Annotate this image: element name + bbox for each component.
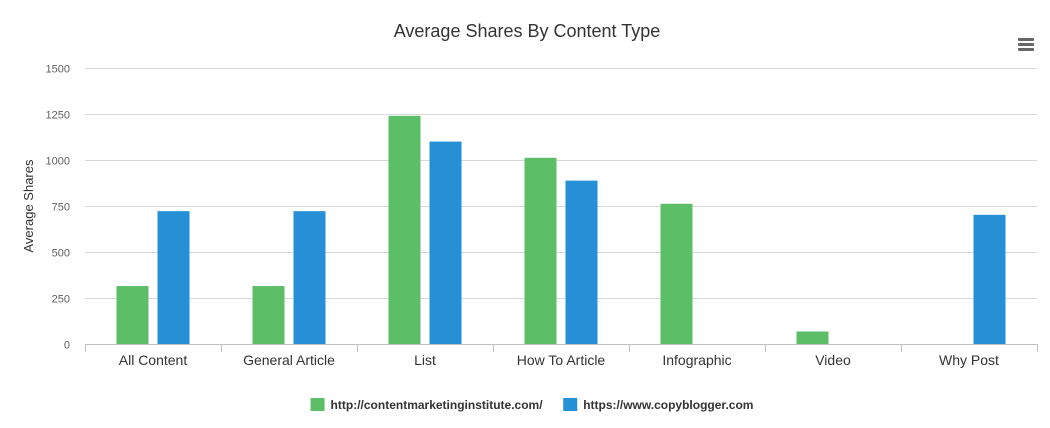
- legend-label: https://www.copyblogger.com: [583, 398, 753, 412]
- y-tick-label: 500: [52, 248, 70, 260]
- bar[interactable]: [973, 214, 1006, 344]
- y-tick-label: 1500: [46, 64, 70, 76]
- x-tick-label: Video: [815, 352, 851, 368]
- chart-title: Average Shares By Content Type: [394, 21, 661, 41]
- bar[interactable]: [660, 203, 693, 344]
- y-tick-label: 250: [52, 294, 70, 306]
- bar[interactable]: [429, 141, 462, 344]
- y-tick-label: 750: [52, 202, 70, 214]
- x-tick-label: List: [414, 352, 436, 368]
- bar[interactable]: [293, 211, 326, 344]
- x-tick-label: General Article: [243, 352, 335, 368]
- legend-item[interactable]: https://www.copyblogger.com: [563, 398, 753, 412]
- x-tick-label: Why Post: [939, 352, 999, 368]
- bar[interactable]: [157, 211, 190, 344]
- bars: [116, 115, 1006, 344]
- x-tick-label: All Content: [119, 352, 188, 368]
- x-axis: All Content General Article List How To Art…: [85, 344, 1038, 368]
- bar[interactable]: [388, 115, 421, 344]
- x-tick-label: How To Article: [517, 352, 606, 368]
- bar[interactable]: [116, 286, 149, 344]
- legend: http://contentmarketinginstitute.com/htt…: [310, 398, 753, 412]
- bar[interactable]: [524, 157, 557, 344]
- legend-item[interactable]: http://contentmarketinginstitute.com/: [310, 398, 544, 412]
- y-axis-ticks: 0 250 500 750 1000 1250 1500: [46, 64, 70, 352]
- x-tick-label: Infographic: [662, 352, 731, 368]
- legend-swatch: [310, 398, 325, 411]
- y-tick-label: 0: [64, 340, 70, 352]
- bar[interactable]: [252, 286, 285, 344]
- legend-swatch: [563, 398, 578, 411]
- bar[interactable]: [565, 180, 598, 344]
- y-axis-label: Average Shares: [21, 159, 36, 252]
- y-tick-label: 1250: [46, 110, 70, 122]
- legend-label: http://contentmarketinginstitute.com/: [331, 398, 544, 412]
- hamburger-menu-icon[interactable]: [1014, 34, 1038, 56]
- y-tick-label: 1000: [46, 156, 70, 168]
- gridlines: [85, 68, 1037, 299]
- bar[interactable]: [796, 331, 829, 344]
